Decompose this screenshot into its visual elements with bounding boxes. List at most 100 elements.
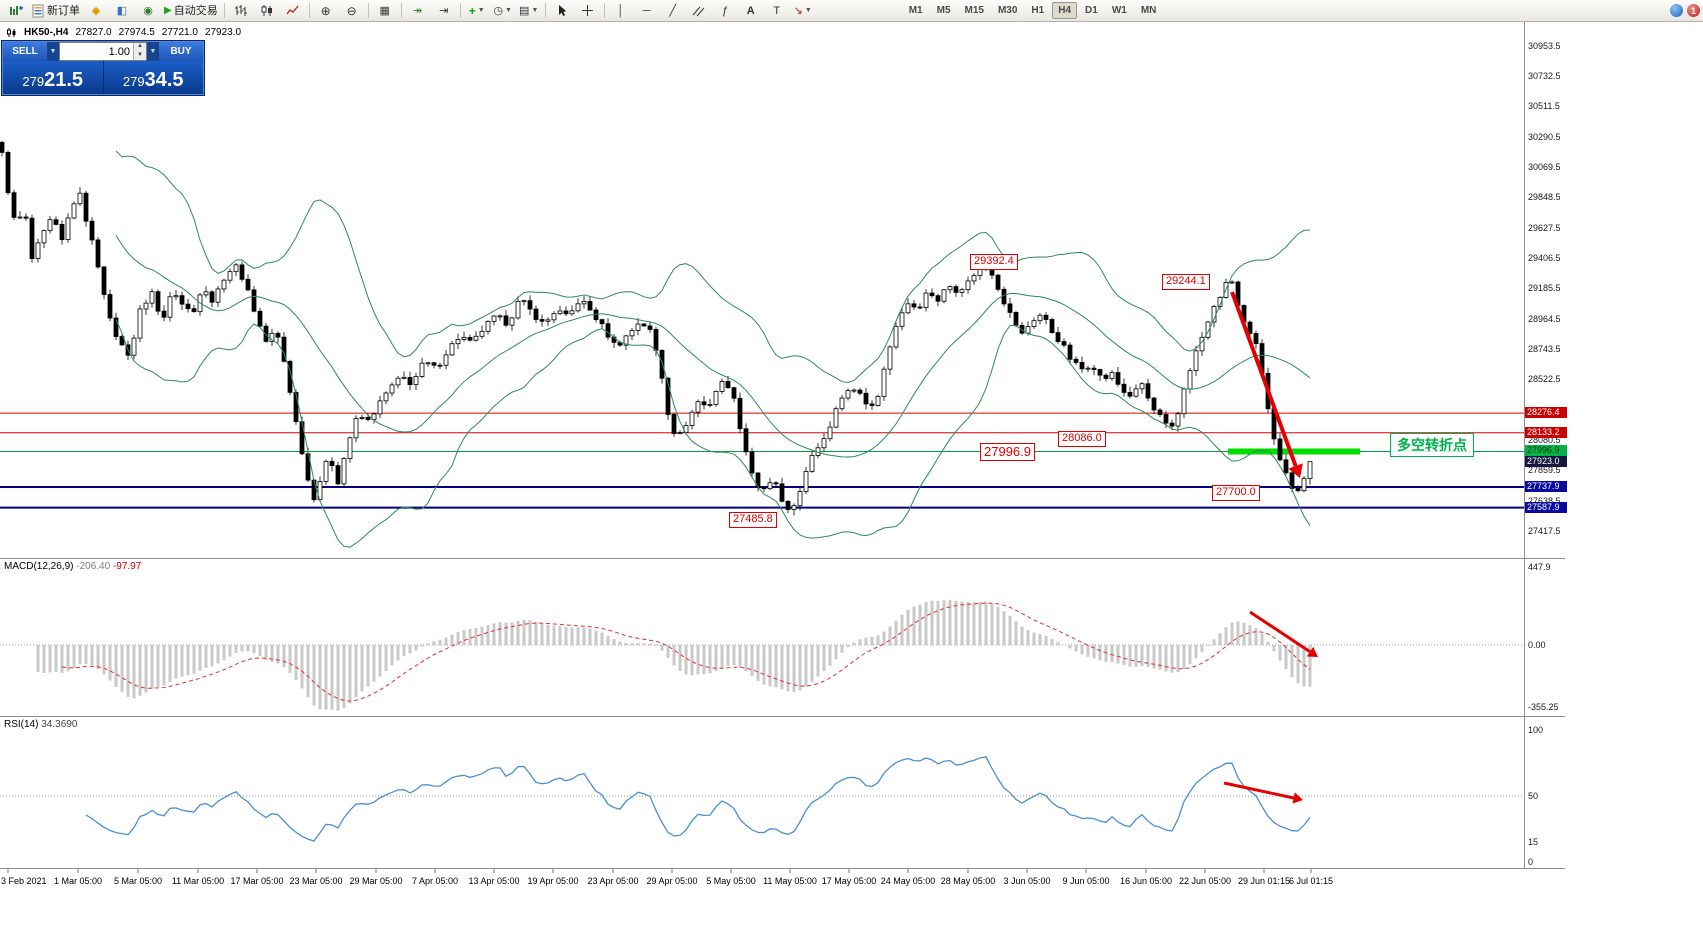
volume-input[interactable]: 1.00 — [108, 45, 130, 58]
market-watch-button[interactable]: ◆ — [83, 1, 109, 21]
buy-price[interactable]: 279 34.5 — [102, 61, 204, 94]
data-window-button[interactable]: ◧ — [109, 1, 135, 21]
new-order-icon — [32, 4, 45, 18]
timeframe-d1-button[interactable]: D1 — [1085, 5, 1098, 16]
toolbar-separator — [544, 3, 546, 18]
price-tag-27923.0: 27923.0 — [1525, 455, 1567, 467]
arrows-tool-button[interactable]: ↘ ▼ — [790, 1, 816, 21]
sell-dropdown[interactable]: ▼ — [47, 42, 59, 61]
indicators-button[interactable]: + ▼ — [464, 1, 490, 21]
price-annotation-27996.9[interactable]: 27996.9 — [980, 443, 1035, 462]
indicators-icon: + — [468, 3, 476, 18]
price-annotation-29244.1[interactable]: 29244.1 — [1162, 274, 1210, 290]
zoom-in-button[interactable]: ⊕ — [313, 1, 339, 21]
auto-scroll-icon: ↠ — [413, 4, 423, 17]
text-label-button[interactable]: T — [764, 1, 790, 21]
chart-plus-icon — [9, 4, 24, 18]
trendline-icon: ╱ — [669, 4, 677, 17]
chevron-down-icon: ▼ — [477, 6, 485, 14]
price-tag-27996.9: 27996.9 — [1525, 445, 1567, 457]
zoom-out-button[interactable]: ⊖ — [339, 1, 365, 21]
sell-button[interactable]: SELL — [3, 42, 47, 61]
templates-button[interactable]: ▤ ▼ — [516, 1, 542, 21]
rsi-axis-label: 15 — [1528, 837, 1539, 848]
ohlc-open: 27827.0 — [75, 27, 112, 38]
buy-button[interactable]: BUY — [159, 42, 203, 61]
time-axis-label: 23 Mar 05:00 — [289, 876, 343, 886]
time-axis-label: 29 Jun 01:15 — [1237, 876, 1291, 886]
buy-dropdown[interactable]: ▼ — [147, 42, 159, 61]
horizontal-line-button[interactable]: ─ — [634, 1, 660, 21]
timeframe-m15-button[interactable]: M15 — [964, 5, 984, 16]
new-chart-button[interactable] — [3, 1, 29, 21]
price-tag-27737.9: 27737.9 — [1525, 481, 1567, 493]
price-axis-label: 30290.5 — [1528, 131, 1561, 142]
price-annotation-28086.0[interactable]: 28086.0 — [1058, 431, 1106, 447]
timeframe-m5-button[interactable]: M5 — [936, 5, 951, 16]
chevron-down-icon: ▼ — [505, 6, 512, 14]
chart-shift-icon: ⇥ — [439, 4, 449, 17]
chart-shift-button[interactable]: ⇥ — [431, 1, 457, 21]
time-axis-label: 17 May 05:00 — [821, 876, 877, 886]
auto-trading-button[interactable]: ▶ 自动交易 — [161, 1, 221, 21]
time-axis-label: 17 Mar 05:00 — [230, 876, 284, 886]
toolbar-separator — [308, 3, 310, 18]
bars-icon — [234, 4, 248, 17]
zoom-out-icon: ⊖ — [346, 3, 357, 18]
line-chart-button[interactable] — [280, 1, 306, 21]
time-axis-label: 13 Apr 05:00 — [468, 876, 520, 886]
bar-chart-button[interactable] — [228, 1, 254, 21]
macd-label: MACD(12,26,9) -206.40 -97.97 — [4, 561, 142, 572]
candles-icon — [260, 4, 274, 17]
vline-icon: │ — [617, 4, 625, 17]
volume-increase-button[interactable]: ▲ — [134, 43, 146, 52]
time-axis-label: 23 Apr 05:00 — [587, 876, 639, 886]
trendline-button[interactable]: ╱ — [660, 1, 686, 21]
price-annotation-27700.0[interactable]: 27700.0 — [1212, 485, 1260, 501]
candlestick-chart-button[interactable] — [254, 1, 280, 21]
alerts-badge[interactable]: 1 — [1687, 4, 1700, 17]
time-axis-label: 6 Jul 01:15 — [1288, 876, 1334, 886]
vertical-line-button[interactable]: │ — [608, 1, 634, 21]
price-annotation-29392.4[interactable]: 29392.4 — [970, 254, 1018, 270]
time-axis-label: 7 Apr 05:00 — [411, 876, 459, 886]
timeframe-m30-button[interactable]: M30 — [997, 5, 1018, 16]
crosshair-button[interactable] — [575, 1, 601, 21]
navigator-button[interactable]: ◉ — [135, 1, 161, 21]
price-axis-label: 30732.5 — [1528, 71, 1561, 82]
arrows-icon: ↘ — [793, 4, 803, 17]
rsi-axis-label: 0 — [1528, 857, 1534, 867]
price-axis-label: 28080.5 — [1528, 435, 1561, 446]
time-axis-label: 24 May 05:00 — [880, 876, 936, 886]
sell-price[interactable]: 279 21.5 — [22, 69, 84, 91]
new-order-button[interactable]: 新订单 — [29, 1, 83, 21]
equidistant-channel-button[interactable] — [686, 1, 712, 21]
price-annotation-27485.8[interactable]: 27485.8 — [729, 512, 777, 528]
tile-icon: ▦ — [379, 4, 390, 17]
zoom-in-icon: ⊕ — [320, 3, 331, 18]
market-watch-icon: ◆ — [91, 4, 101, 17]
auto-scroll-button[interactable]: ↠ — [405, 1, 431, 21]
price-tag-27587.9: 27587.9 — [1525, 501, 1567, 513]
price-axis-label: 29406.5 — [1528, 253, 1561, 264]
chevron-down-icon: ▼ — [804, 6, 812, 14]
ohlc-low: 27721.0 — [161, 27, 198, 38]
tile-windows-button[interactable]: ▦ — [372, 1, 398, 21]
volume-decrease-button[interactable]: ▼ — [134, 51, 146, 60]
time-axis-label: 1 Mar 05:00 — [53, 876, 103, 886]
time-axis-label: 19 Apr 05:00 — [527, 876, 579, 886]
timeframe-m1-button[interactable]: M1 — [908, 5, 923, 16]
cursor-button[interactable] — [549, 1, 575, 21]
price-axis-label: 30069.5 — [1528, 162, 1561, 173]
fibonacci-retracement-button[interactable]: ƒ — [712, 1, 738, 21]
one-click-trading-panel: SELL ▼ 1.00 ▲ ▼ ▼ BUY 279 21.5 279 34.5 — [1, 40, 205, 96]
community-icon[interactable] — [1670, 4, 1683, 17]
timeframe-h1-button[interactable]: H1 — [1031, 5, 1045, 16]
timeframe-h4-button[interactable]: H4 — [1052, 2, 1078, 19]
turning-point-note[interactable]: 多空转折点 — [1390, 433, 1474, 457]
timeframe-mn-button[interactable]: MN — [1140, 5, 1157, 16]
text-button[interactable]: A — [738, 1, 764, 21]
periods-button[interactable]: ◷ ▼ — [490, 1, 516, 21]
timeframe-w1-button[interactable]: W1 — [1111, 5, 1127, 16]
